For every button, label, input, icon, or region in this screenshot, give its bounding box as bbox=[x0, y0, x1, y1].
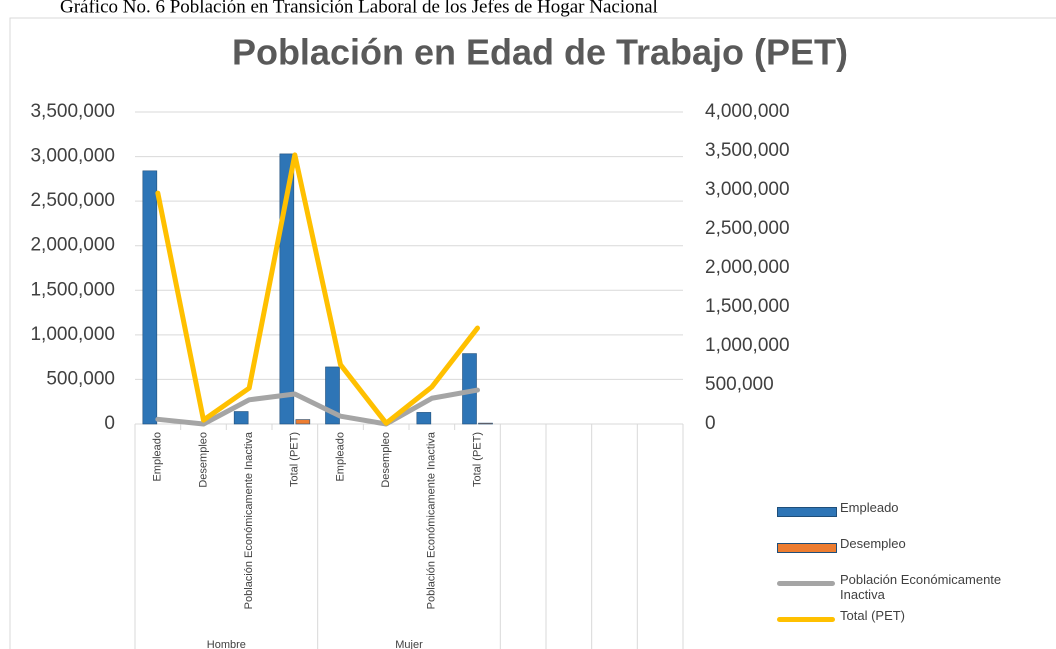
y-tick-label: 1,000,000 bbox=[30, 324, 115, 345]
line-series bbox=[155, 152, 480, 426]
y2-tick-label: 1,000,000 bbox=[705, 335, 790, 356]
x-tick-label: Empleado bbox=[152, 432, 164, 482]
legend-swatch bbox=[777, 581, 835, 586]
caption: Gráfico No. 6 Población en Transición La… bbox=[60, 0, 658, 17]
legend-swatch bbox=[777, 617, 835, 622]
x-tick-label: Total (PET) bbox=[289, 432, 301, 487]
x-tick-label: Empleado bbox=[334, 432, 346, 482]
y2-tick-label: 3,500,000 bbox=[705, 140, 790, 161]
y-tick-label: 2,500,000 bbox=[30, 190, 115, 211]
y-tick-label: 500,000 bbox=[46, 368, 115, 389]
x-tick-label: Desempleo bbox=[380, 432, 392, 488]
y2-tick-label: 2,000,000 bbox=[705, 257, 790, 278]
chart-title: Población en Edad de Trabajo (PET) bbox=[232, 32, 848, 73]
y-tick-label: 1,500,000 bbox=[30, 279, 115, 300]
bar bbox=[233, 411, 249, 425]
legend-label: Desempleo bbox=[840, 536, 906, 551]
bar bbox=[295, 419, 311, 425]
x-tick-label: Desempleo bbox=[197, 432, 209, 488]
legend-swatch bbox=[777, 507, 837, 517]
legend-item: Empleado bbox=[777, 494, 1037, 530]
y-tick-label: 0 bbox=[104, 413, 115, 434]
y2-tick-label: 0 bbox=[705, 413, 716, 434]
legend-item: Población Económicamente Inactiva bbox=[777, 566, 1037, 602]
bar bbox=[416, 412, 432, 425]
y2-tick-label: 4,000,000 bbox=[705, 101, 790, 122]
legend: Empleado Desempleo Población Económicament… bbox=[777, 494, 1037, 638]
bar bbox=[478, 422, 493, 425]
x-tick-label: Población Económicamente Inactiva bbox=[243, 431, 255, 609]
line-series bbox=[155, 387, 480, 427]
x-group-label: Mujer bbox=[395, 639, 423, 649]
y2-tick-label: 500,000 bbox=[705, 374, 774, 395]
x-tick-label: Población Económicamente Inactiva bbox=[426, 431, 438, 609]
x-group-label: Hombre bbox=[207, 639, 246, 649]
y-tick-label: 2,000,000 bbox=[30, 235, 115, 256]
y-tick-label: 3,500,000 bbox=[30, 101, 115, 122]
y2-tick-label: 2,500,000 bbox=[705, 218, 790, 239]
legend-item: Total (PET) bbox=[777, 602, 1037, 638]
legend-label: Empleado bbox=[840, 500, 899, 515]
y-tick-label: 3,000,000 bbox=[30, 146, 115, 167]
y2-tick-label: 1,500,000 bbox=[705, 296, 790, 317]
x-tick-label: Total (PET) bbox=[471, 432, 483, 487]
legend-label: Total (PET) bbox=[840, 608, 906, 623]
y2-tick-label: 3,000,000 bbox=[705, 179, 790, 200]
legend-item: Desempleo bbox=[777, 530, 1037, 566]
bar bbox=[142, 170, 158, 425]
legend-swatch bbox=[777, 543, 837, 553]
legend-label: Población Económicamente Inactiva bbox=[840, 572, 1002, 602]
